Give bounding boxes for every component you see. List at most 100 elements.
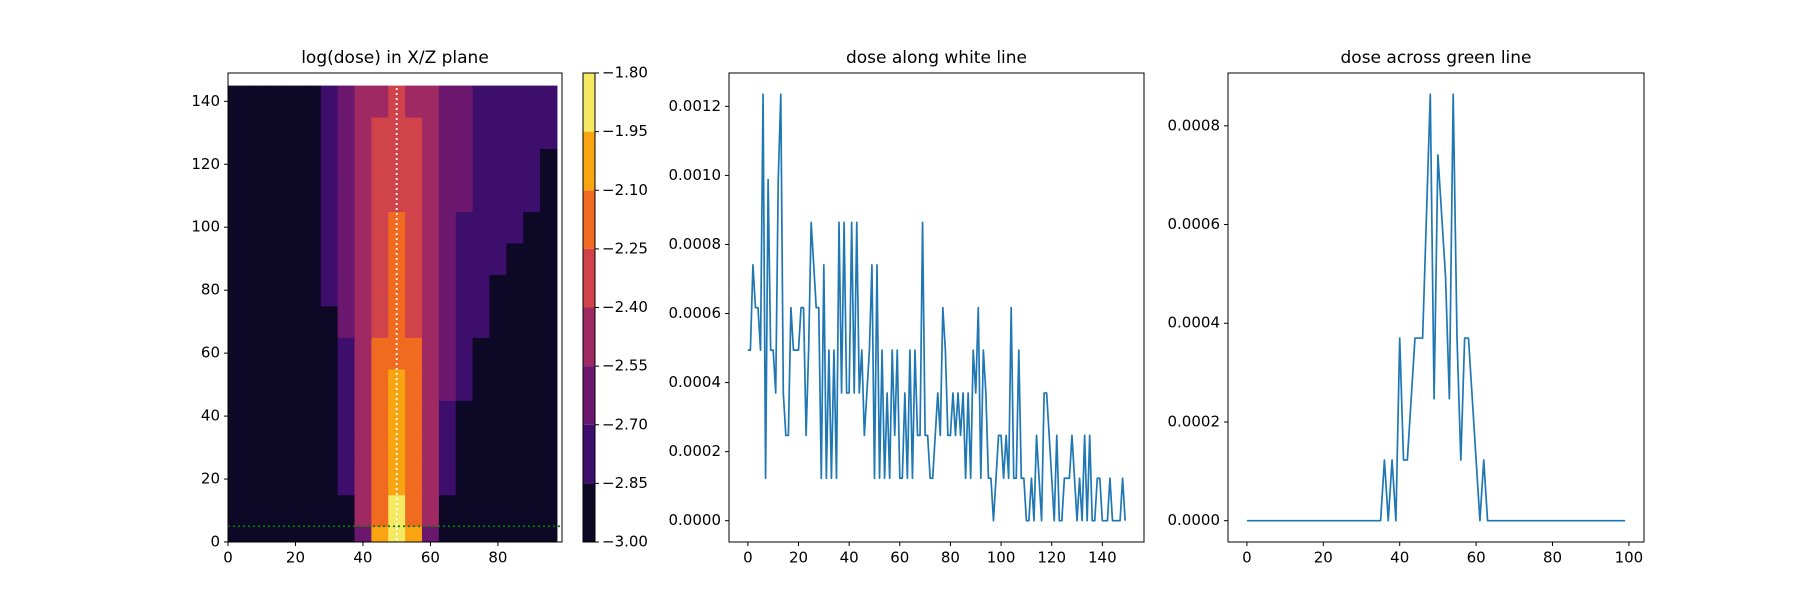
contour-cell [506,463,524,496]
contour-cell [236,148,254,181]
contour-cell [354,274,372,307]
contour-cell [320,274,339,307]
contour-cell [253,211,271,244]
contour-cell [388,211,406,244]
contour-cell [228,148,237,181]
contour-cell [455,463,474,496]
contour-cell [405,431,423,464]
contour-cell [472,400,490,433]
contour-cell [270,242,288,275]
contour-cell [371,274,389,307]
contour-cell [320,400,339,433]
colorbar-band [583,483,595,542]
contour-cell [270,85,288,118]
y-tick-label: 0.0002 [669,442,722,460]
contour-cell [455,337,474,370]
contour-cell [303,526,322,542]
contour-cell [540,274,558,307]
contour-cell [523,85,541,118]
contour-cell [320,463,339,496]
contour-cell [270,463,288,496]
contour-cell [506,494,524,527]
chart-title: dose across green line [1341,48,1532,68]
contour-cell [320,85,339,118]
contour-cell [371,368,389,401]
contour-cell [337,494,356,527]
contour-cell [438,242,457,275]
contour-cell [472,242,490,275]
contour-cell [354,148,372,181]
contour-cell [506,180,524,212]
contour-cell [506,400,524,433]
colorbar-band [583,131,595,191]
contour-cell [540,368,558,401]
contour-cell [236,274,254,307]
contour-cell [253,368,271,401]
contour-cell [421,526,440,542]
contour-cell [236,400,254,433]
contour-cell [354,180,372,212]
contour-cell [438,337,457,370]
contour-cell [253,526,271,542]
y-tick-label: 80 [201,281,220,299]
contour-cell [270,117,288,150]
contour-cell [388,85,406,118]
contour-cell [421,117,440,150]
contour-cell [489,85,507,118]
contour-cell [354,305,372,338]
contour-cell [455,117,474,150]
colorbar-tick-label: −2.25 [602,239,648,257]
contour-cell [540,494,558,527]
contour-cell [540,526,558,542]
contour-cell [253,180,271,212]
contour-cell [337,463,356,496]
contour-cell [523,211,541,244]
contour-cell [270,400,288,433]
x-tick-label: 20 [789,549,808,567]
contour-cell [303,274,322,307]
contour-cell [337,180,356,212]
contour-cell [228,242,237,275]
contour-cell [303,337,322,370]
y-tick-label: 40 [201,407,220,425]
colorbar-tick-label: −2.70 [602,415,648,433]
contour-cell [421,242,440,275]
contour-cell [472,274,490,307]
contour-cell [506,337,524,370]
contour-cell [253,242,271,275]
contour-cell [253,85,271,118]
data-line [747,93,1126,522]
contour-cell [489,463,507,496]
contour-cell [421,494,440,527]
contour-cell [523,305,541,338]
x-tick-label: 120 [1037,549,1066,567]
contour-cell [489,180,507,212]
contour-cell [371,117,389,150]
contour-cell [236,368,254,401]
y-tick-label: 0.0002 [1168,412,1221,430]
colorbar-band [583,307,595,367]
contour-cell [236,337,254,370]
contour-cell [472,211,490,244]
contour-cell [455,85,474,118]
contour-field [228,85,558,542]
contour-cell [320,431,339,464]
contour-cell [421,274,440,307]
contour-cell [253,494,271,527]
x-tick-label: 80 [1543,549,1562,567]
contour-cell [371,148,389,181]
contour-cell [303,400,322,433]
contour-cell [489,274,507,307]
contour-cell [506,85,524,118]
contour-cell [438,85,457,118]
contour-cell [388,431,406,464]
contour-cell [287,368,305,401]
x-tick-label: 40 [1390,549,1409,567]
contour-cell [472,526,490,542]
contour-cell [354,400,372,433]
contour-cell [253,337,271,370]
contour-cell [371,337,389,370]
contour-cell [421,431,440,464]
contour-cell [287,148,305,181]
